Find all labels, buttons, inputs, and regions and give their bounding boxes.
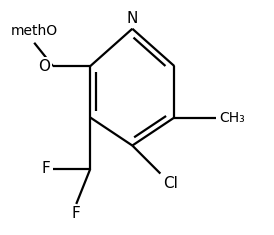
Text: O: O bbox=[39, 59, 51, 74]
Text: CH₃: CH₃ bbox=[219, 110, 244, 125]
Text: N: N bbox=[127, 11, 138, 26]
Text: Cl: Cl bbox=[163, 176, 178, 191]
Text: F: F bbox=[42, 161, 51, 176]
Text: F: F bbox=[72, 206, 81, 221]
Text: N: N bbox=[127, 11, 138, 26]
Text: methO: methO bbox=[11, 24, 58, 38]
Text: O: O bbox=[39, 59, 51, 74]
